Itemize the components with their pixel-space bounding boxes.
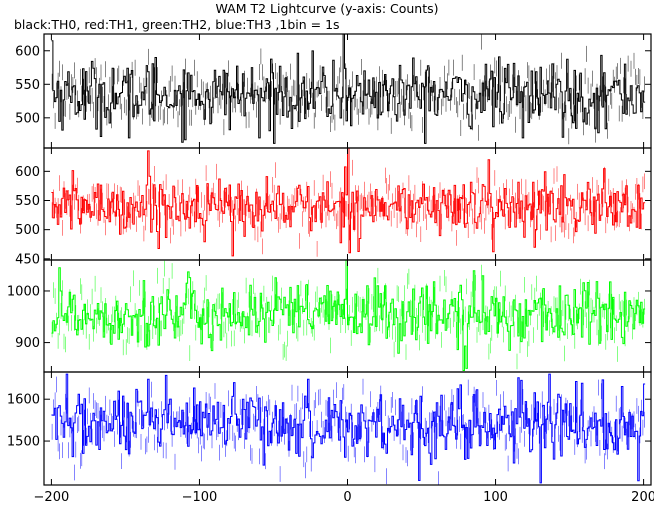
y-tick-label-th1-600: 600 bbox=[15, 165, 40, 180]
y-tick-label-th1-550: 550 bbox=[15, 194, 40, 209]
series-line-th1 bbox=[51, 147, 646, 257]
panel-frame-th0 bbox=[43, 33, 652, 149]
series-error-bars-th2 bbox=[51, 260, 645, 370]
y-tick-label-th3-1600: 1600 bbox=[7, 393, 40, 408]
series-error-bars-th3 bbox=[51, 376, 645, 485]
y-tick-label-th2-1000: 1000 bbox=[7, 284, 40, 299]
y-tick-label-th2-900: 900 bbox=[15, 336, 40, 351]
x-tick-label-3: 100 bbox=[483, 490, 508, 505]
x-tick-label-2: 0 bbox=[343, 490, 351, 505]
series-error-bars-th1 bbox=[51, 159, 645, 257]
x-tick-label-4: 200 bbox=[631, 490, 654, 505]
y-tick-label-th0-550: 550 bbox=[15, 78, 40, 93]
chart-subtitle: black:TH0, red:TH1, green:TH2, blue:TH3 … bbox=[14, 17, 340, 32]
x-tick-label-1: −100 bbox=[182, 490, 218, 505]
chart-title: WAM T2 Lightcurve (y-axis: Counts) bbox=[215, 1, 439, 16]
y-tick-label-th1-450: 450 bbox=[15, 252, 40, 267]
series-line-th3 bbox=[51, 373, 646, 484]
y-tick-label-th0-500: 500 bbox=[15, 111, 40, 126]
y-tick-label-th0-600: 600 bbox=[15, 44, 40, 59]
series-error-bars-th0 bbox=[51, 34, 645, 145]
y-tick-label-th1-500: 500 bbox=[15, 223, 40, 238]
y-tick-label-th3-1500: 1500 bbox=[7, 435, 40, 450]
x-tick-label-0: −200 bbox=[34, 490, 70, 505]
